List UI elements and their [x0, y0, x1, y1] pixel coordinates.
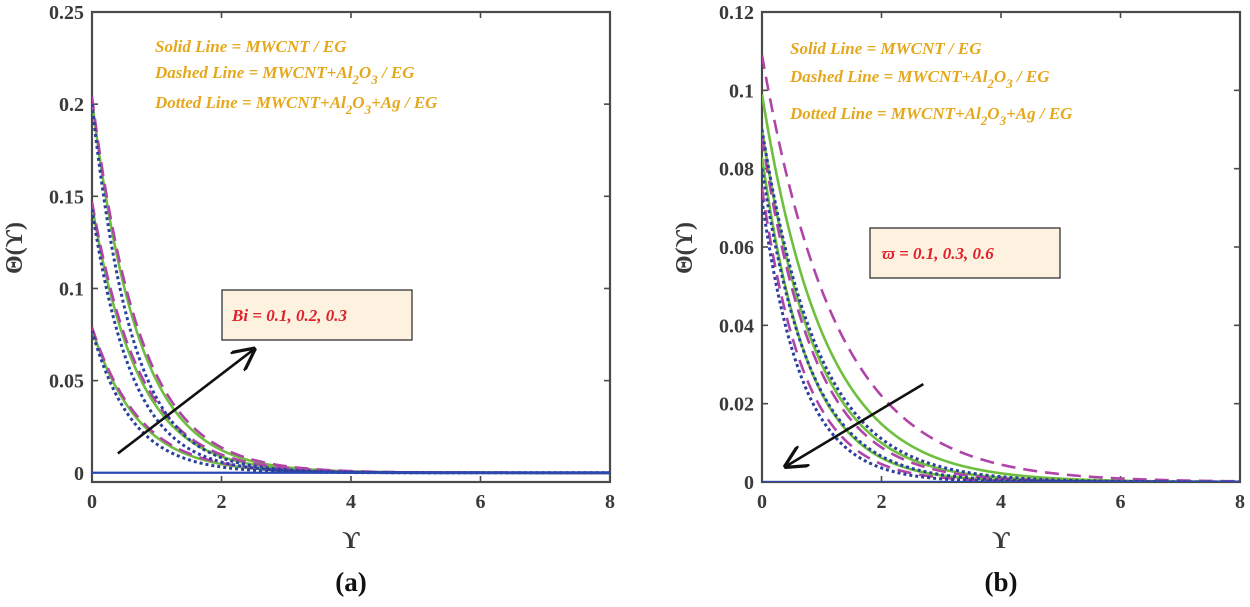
b-xtick-label: 2	[877, 491, 887, 513]
a-ytick-label: 0.15	[49, 186, 84, 208]
b-annotation-box	[869, 227, 1061, 279]
a-trend-arrow	[117, 349, 254, 455]
b-ytick-label: 0.02	[719, 394, 754, 416]
b-series-line-solid-1	[762, 94, 1240, 482]
a-xtick-label: 2	[217, 491, 227, 513]
a-series-group	[92, 96, 610, 475]
panel-b: 0 0.02 0.04 0.06 0.08 0.1 0.12 0 2 4 6 8 Θ(ϒ) ϒ Solid …	[672, 2, 1245, 597]
b-xtick-label: 6	[1116, 491, 1126, 513]
b-panel-label: (b)	[985, 567, 1018, 597]
panel-a: 0 0.05 0.1 0.15 0.2 0.25 0 2 4 6 8 Θ(ϒ) ϒ Solid Line …	[2, 2, 615, 597]
b-ytick-label: 0	[744, 472, 754, 494]
a-ytick-label: 0.05	[49, 371, 84, 393]
a-legend-line-1: Solid Line = MWCNT / EG	[155, 37, 347, 56]
b-xtick-label: 4	[996, 491, 1006, 513]
b-series-line-dashed-1	[762, 54, 1240, 482]
b-legend-line-3: Dotted Line = MWCNT+Al2O3+Ag / EG	[789, 104, 1073, 128]
a-xtick-label: 0	[87, 491, 97, 513]
a-panel-label: (a)	[335, 567, 366, 597]
a-series-line-dotted-3	[92, 103, 610, 475]
a-annotation-box	[221, 289, 413, 341]
a-ytick-label: 0	[74, 463, 84, 485]
b-ytick-label: 0.06	[719, 237, 754, 259]
b-legend-line-2: Dashed Line = MWCNT+Al2O3 / EG	[789, 67, 1050, 91]
a-ytick-label: 0.1	[59, 278, 84, 300]
b-ytick-label: 0.08	[719, 159, 754, 181]
a-legend-line-2: Dashed Line = MWCNT+Al2O3 / EG	[154, 63, 415, 87]
b-ytick-label: 0.12	[719, 2, 754, 24]
a-xlabel: ϒ	[342, 528, 360, 554]
a-ytick-label: 0.2	[59, 94, 84, 116]
a-annotation-text: Bi = 0.1, 0.2, 0.3	[231, 306, 347, 325]
a-xtick-label: 8	[605, 491, 615, 513]
b-ytick-label: 0.1	[729, 80, 754, 102]
a-ylabel: Θ(ϒ)	[2, 222, 28, 274]
a-xtick-label: 4	[346, 491, 356, 513]
a-legend-line-3: Dotted Line = MWCNT+Al2O3+Ag / EG	[154, 93, 438, 117]
b-series-group	[762, 54, 1240, 482]
b-annotation-text: ϖ = 0.1, 0.3, 0.6	[882, 244, 994, 263]
b-xtick-label: 0	[757, 491, 767, 513]
b-xlabel: ϒ	[992, 528, 1010, 554]
b-ytick-label: 0.04	[719, 315, 754, 337]
b-xtick-label: 8	[1235, 491, 1245, 513]
a-plot-frame	[90, 10, 612, 484]
a-series-line-dotted-2	[92, 208, 610, 475]
b-legend-line-1: Solid Line = MWCNT / EG	[790, 39, 982, 58]
b-series-line-dashed-3	[762, 188, 1240, 482]
a-ytick-label: 0.25	[49, 2, 84, 24]
b-series-line-dashed-2	[762, 137, 1240, 482]
b-trend-arrow	[786, 382, 924, 466]
a-series-line-solid-1	[92, 328, 610, 475]
a-xtick-label: 6	[476, 491, 486, 513]
b-ylabel: Θ(ϒ)	[672, 222, 698, 274]
